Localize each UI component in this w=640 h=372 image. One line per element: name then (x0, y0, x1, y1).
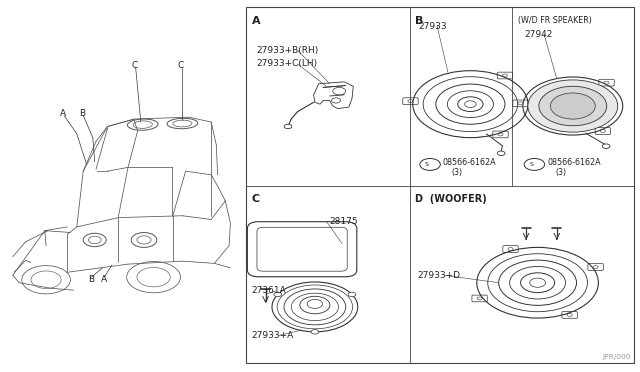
Text: 27361A: 27361A (252, 286, 286, 295)
Circle shape (602, 144, 610, 148)
Text: 28175: 28175 (330, 217, 358, 226)
Text: 27942: 27942 (525, 30, 553, 39)
Text: C: C (178, 61, 184, 70)
Text: 27933+C(LH): 27933+C(LH) (256, 60, 317, 68)
Text: 27933+B(RH): 27933+B(RH) (256, 46, 318, 55)
Circle shape (539, 86, 607, 126)
Text: D  (WOOFER): D (WOOFER) (415, 194, 486, 204)
Text: 27933: 27933 (418, 22, 447, 31)
Circle shape (497, 151, 505, 155)
Text: 08566-6162A: 08566-6162A (443, 158, 497, 167)
Text: B: B (415, 16, 423, 26)
Text: S: S (425, 162, 429, 167)
Text: (W/D FR SPEAKER): (W/D FR SPEAKER) (518, 16, 592, 25)
Circle shape (348, 292, 356, 297)
Text: S: S (529, 162, 533, 167)
Text: C: C (252, 194, 260, 204)
Text: A: A (252, 16, 260, 26)
Text: B: B (88, 275, 95, 284)
Text: A: A (60, 109, 66, 118)
Text: A: A (101, 275, 108, 284)
Text: (3): (3) (556, 168, 566, 177)
Text: JPR/000: JPR/000 (602, 354, 630, 360)
Text: C: C (131, 61, 138, 70)
Circle shape (550, 93, 595, 119)
Text: 27933+A: 27933+A (252, 331, 294, 340)
Text: B: B (79, 109, 85, 118)
Text: 27933+D: 27933+D (417, 271, 460, 280)
Circle shape (311, 330, 319, 334)
Circle shape (274, 292, 282, 297)
Bar (246, 7, 634, 363)
Circle shape (528, 80, 618, 132)
Text: 08566-6162A: 08566-6162A (547, 158, 601, 167)
Circle shape (284, 124, 292, 129)
Text: (3): (3) (451, 168, 462, 177)
